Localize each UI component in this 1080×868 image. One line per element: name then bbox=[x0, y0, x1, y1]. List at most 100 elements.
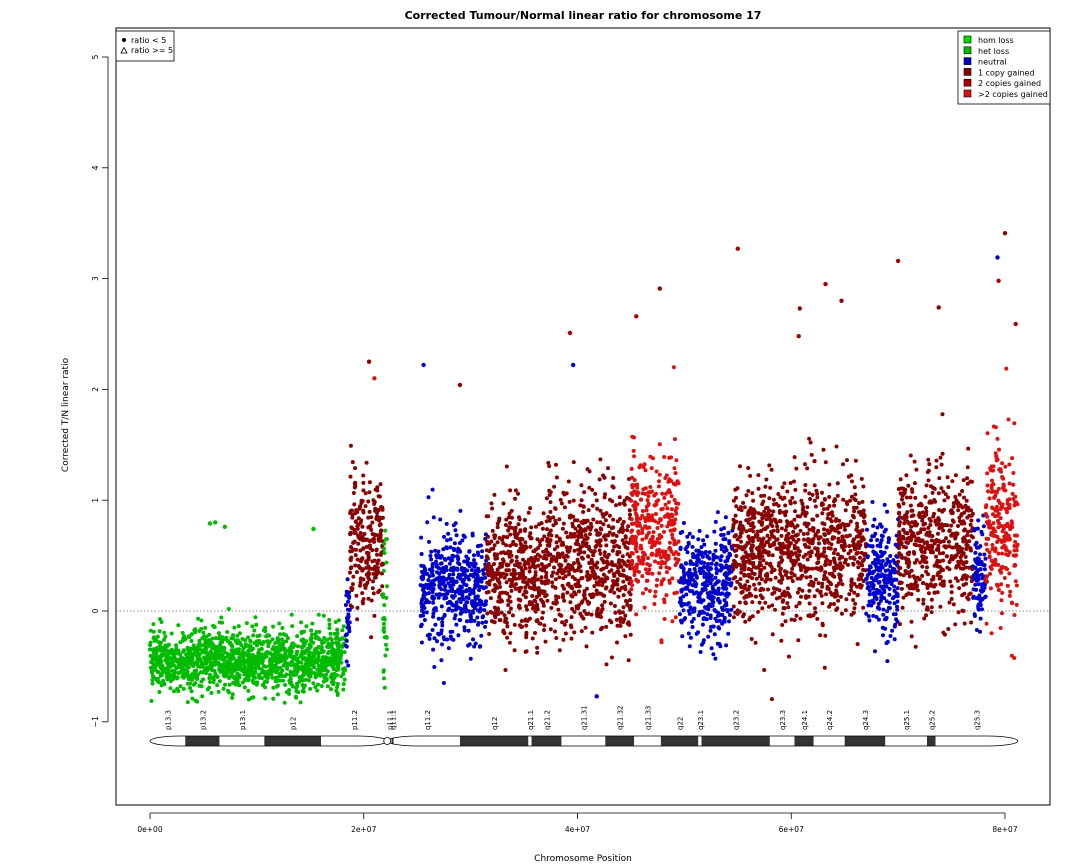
data-point bbox=[855, 592, 860, 597]
data-point bbox=[752, 515, 757, 520]
data-point bbox=[848, 555, 853, 560]
data-point bbox=[674, 458, 679, 463]
data-point bbox=[769, 565, 774, 570]
data-point bbox=[825, 506, 830, 511]
data-point bbox=[549, 559, 554, 564]
data-point bbox=[553, 518, 558, 523]
data-point bbox=[342, 677, 347, 682]
data-point bbox=[651, 456, 655, 461]
data-point bbox=[280, 626, 285, 630]
data-point bbox=[504, 464, 509, 469]
data-point bbox=[887, 600, 892, 605]
data-point bbox=[366, 555, 371, 560]
data-point bbox=[869, 603, 874, 608]
data-point bbox=[748, 473, 753, 478]
data-point bbox=[486, 514, 491, 519]
data-point bbox=[517, 606, 522, 610]
data-point bbox=[827, 504, 832, 508]
data-point bbox=[711, 595, 716, 600]
data-point bbox=[245, 674, 250, 679]
data-point bbox=[544, 519, 549, 524]
data-point bbox=[433, 606, 438, 611]
data-point bbox=[762, 493, 767, 498]
data-point bbox=[601, 572, 606, 577]
data-point bbox=[794, 540, 799, 544]
data-point bbox=[605, 576, 610, 581]
data-point bbox=[840, 555, 845, 560]
data-point bbox=[340, 628, 345, 633]
data-point bbox=[533, 565, 538, 570]
data-point bbox=[563, 558, 568, 563]
data-point bbox=[332, 631, 337, 636]
data-point bbox=[807, 601, 812, 606]
data-point bbox=[823, 460, 828, 465]
data-point bbox=[711, 624, 716, 629]
data-point bbox=[507, 577, 512, 582]
data-point bbox=[369, 515, 374, 520]
data-point bbox=[771, 497, 776, 502]
data-point bbox=[886, 568, 891, 573]
data-point bbox=[554, 600, 559, 605]
data-point bbox=[523, 585, 528, 590]
data-point bbox=[375, 552, 379, 557]
data-point bbox=[434, 562, 439, 567]
data-point bbox=[315, 688, 320, 693]
data-point bbox=[797, 587, 802, 591]
data-point bbox=[686, 601, 691, 606]
data-point bbox=[509, 588, 514, 593]
data-point bbox=[822, 546, 827, 551]
data-point bbox=[274, 684, 279, 689]
data-point bbox=[489, 501, 494, 506]
data-point bbox=[673, 517, 678, 522]
data-point bbox=[177, 670, 182, 675]
data-point bbox=[761, 587, 766, 592]
data-point bbox=[840, 545, 845, 550]
data-point bbox=[738, 527, 742, 532]
data-point bbox=[621, 560, 626, 565]
data-point bbox=[826, 531, 831, 535]
data-point bbox=[657, 571, 662, 576]
data-point bbox=[844, 534, 849, 539]
data-point bbox=[374, 572, 379, 577]
data-point bbox=[443, 584, 448, 589]
data-point bbox=[210, 636, 215, 641]
data-point bbox=[843, 508, 848, 513]
data-point bbox=[591, 517, 596, 522]
data-point bbox=[335, 627, 340, 632]
data-point bbox=[431, 573, 435, 578]
data-point bbox=[499, 550, 504, 555]
data-point bbox=[630, 475, 635, 480]
data-point bbox=[658, 517, 663, 522]
data-point bbox=[751, 507, 756, 512]
data-point bbox=[867, 592, 872, 597]
data-point bbox=[794, 466, 799, 471]
data-point bbox=[733, 575, 738, 580]
data-point bbox=[822, 665, 827, 670]
data-point bbox=[802, 537, 806, 542]
data-point bbox=[497, 536, 502, 540]
data-point bbox=[672, 498, 677, 502]
data-point bbox=[620, 522, 625, 527]
data-point bbox=[574, 584, 579, 589]
data-point bbox=[313, 632, 318, 637]
data-point bbox=[778, 545, 783, 550]
data-point bbox=[842, 527, 847, 532]
data-point bbox=[517, 515, 521, 520]
data-point bbox=[449, 566, 454, 571]
data-point bbox=[344, 638, 349, 643]
data-point bbox=[750, 491, 755, 496]
data-point bbox=[828, 590, 833, 595]
data-point bbox=[463, 609, 468, 614]
data-point bbox=[812, 594, 817, 599]
data-point bbox=[783, 593, 788, 598]
data-point bbox=[861, 511, 866, 516]
data-point bbox=[485, 571, 490, 576]
data-point bbox=[193, 698, 198, 703]
data-point bbox=[229, 636, 234, 641]
data-point bbox=[207, 676, 212, 681]
data-point bbox=[734, 554, 739, 558]
data-point bbox=[217, 620, 222, 625]
data-point bbox=[442, 556, 447, 561]
data-point bbox=[188, 681, 193, 686]
data-point bbox=[228, 661, 233, 665]
